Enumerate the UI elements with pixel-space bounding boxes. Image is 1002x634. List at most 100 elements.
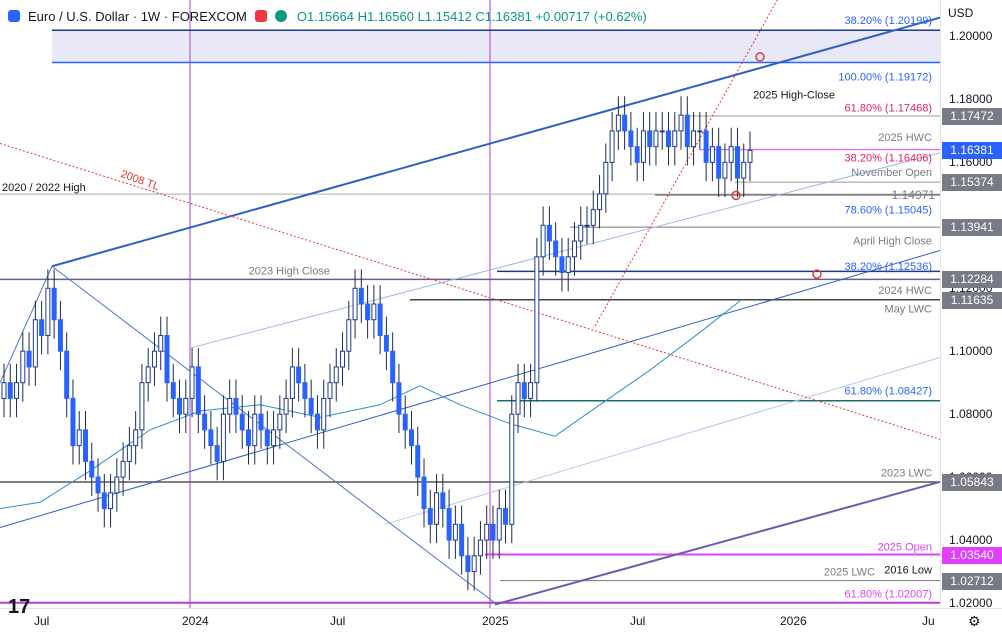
candle-body [615, 114, 621, 132]
candle-body [747, 149, 753, 163]
candle-body [164, 334, 170, 384]
candle-body [666, 130, 672, 148]
candle-body [245, 429, 251, 447]
annotation-1: 100.00% (1.19172) [838, 72, 932, 84]
trendline-2008 [0, 143, 941, 440]
price-level-label: 1.02712 [942, 572, 1002, 590]
chart-header: Euro / U.S. Dollar · 1W · FOREXCOM O1.15… [0, 0, 940, 32]
candle-body [14, 382, 20, 399]
candle-body [496, 508, 502, 541]
candle-body [252, 413, 258, 447]
trendline-2025 [594, 0, 778, 327]
candle-body [716, 146, 722, 179]
time-tick-label: Jul [34, 614, 50, 628]
price-level-label: 1.03540 [942, 546, 1002, 564]
chart-plot-area[interactable]: 38.20% (1.20199) 100.00% (1.19172) 2025 Hi… [0, 0, 941, 608]
candle-body [170, 382, 176, 399]
candle-body [1, 382, 7, 399]
candle-body [227, 397, 233, 415]
live-dot-icon [274, 10, 287, 22]
channel-lower-line [494, 480, 941, 606]
price-tick-label: 1.08000 [949, 407, 993, 422]
candle-body [314, 413, 320, 431]
annotation-11: 2024 HWC [878, 285, 932, 297]
candle-body [528, 382, 534, 399]
candle-body [678, 114, 684, 132]
candle-body [51, 287, 57, 321]
annotation-20: 2008 TL [119, 168, 161, 193]
candle-body [634, 146, 640, 163]
candle-body [477, 539, 483, 557]
symbol-title[interactable]: Euro / U.S. Dollar · 1W · FOREXCOM [28, 8, 247, 24]
candle-body [183, 397, 189, 415]
candle-body [484, 523, 490, 541]
price-tick-label: 1.10000 [949, 344, 993, 359]
candle-body [101, 492, 107, 510]
candle-body [340, 350, 346, 368]
candle-body [296, 366, 302, 384]
tradingview-logo-icon: 17 [8, 596, 31, 618]
annotation-3: 61.80% (1.17468) [845, 103, 932, 115]
candle-body [741, 161, 747, 179]
candle-body [7, 382, 13, 399]
candle-body [377, 303, 383, 336]
touch-marker-low [731, 190, 741, 201]
candle-body [703, 130, 709, 163]
settings-gear-icon[interactable]: ⚙ [968, 613, 981, 629]
channel-mid-line [0, 250, 941, 528]
candle-body [352, 287, 358, 321]
channel-lower-inner-line [384, 357, 941, 525]
candle-body [396, 382, 402, 415]
candle-body [590, 209, 596, 226]
candle-body [390, 350, 396, 384]
candle-body [697, 130, 703, 133]
candle-body [70, 397, 76, 447]
candle-body [39, 319, 45, 336]
candle-body [427, 508, 433, 525]
time-axis[interactable]: Jul 2024 Jul 2025 Jul 2026 Ju [0, 608, 1002, 634]
price-tick-label: 1.18000 [949, 92, 993, 107]
annotation-16: 2016 Low [884, 564, 932, 576]
candle-body [220, 413, 226, 462]
price-tick-label: 1.04000 [949, 533, 993, 548]
candle-body [691, 130, 697, 148]
time-tick-label: 2024 [182, 614, 209, 628]
candle-body [446, 508, 452, 541]
candle-body [114, 476, 120, 494]
candle-body [647, 130, 653, 148]
annotation-4: 2025 HWC [878, 132, 932, 144]
candle-body [553, 240, 559, 258]
symbol-icon[interactable] [8, 10, 20, 22]
candle-body [709, 146, 715, 163]
candle-body [503, 508, 509, 525]
candle-body [559, 256, 565, 274]
candle-body [346, 319, 352, 352]
annotation-9: April High Close [853, 235, 932, 247]
channel-inner-line [189, 152, 941, 349]
candle-body [76, 429, 82, 447]
candle-body [421, 476, 427, 510]
candle-body [177, 397, 183, 415]
candle-body [452, 523, 458, 541]
candle-body [126, 445, 132, 462]
time-tick-label: Jul [330, 614, 346, 628]
touch-marker-mid [812, 269, 822, 279]
candle-body [371, 303, 377, 321]
candle-body [64, 350, 70, 399]
candle-body [509, 413, 515, 525]
annotation-8: 78.60% (1.15045) [845, 205, 932, 217]
flag-icon[interactable] [254, 10, 267, 22]
annotation-2: 2025 High-Close [753, 90, 835, 102]
price-level-label: 1.17472 [942, 108, 1002, 126]
currency-label[interactable]: USD [948, 6, 974, 20]
candle-body [490, 523, 496, 541]
price-chart-svg[interactable]: 38.20% (1.20199) 100.00% (1.19172)2025 Hi… [0, 0, 941, 608]
candle-body [653, 130, 659, 148]
candle-body [189, 366, 195, 399]
price-level-label: 1.11635 [942, 291, 1002, 309]
candle-body [239, 413, 245, 431]
candle-body [465, 555, 471, 573]
annotation-10: 38.20% (1.12536) [845, 261, 932, 273]
candle-body [571, 240, 577, 258]
ohlc-readout: O1.15664 H1.16560 L1.15412 C1.16381 +0.0… [296, 8, 647, 24]
